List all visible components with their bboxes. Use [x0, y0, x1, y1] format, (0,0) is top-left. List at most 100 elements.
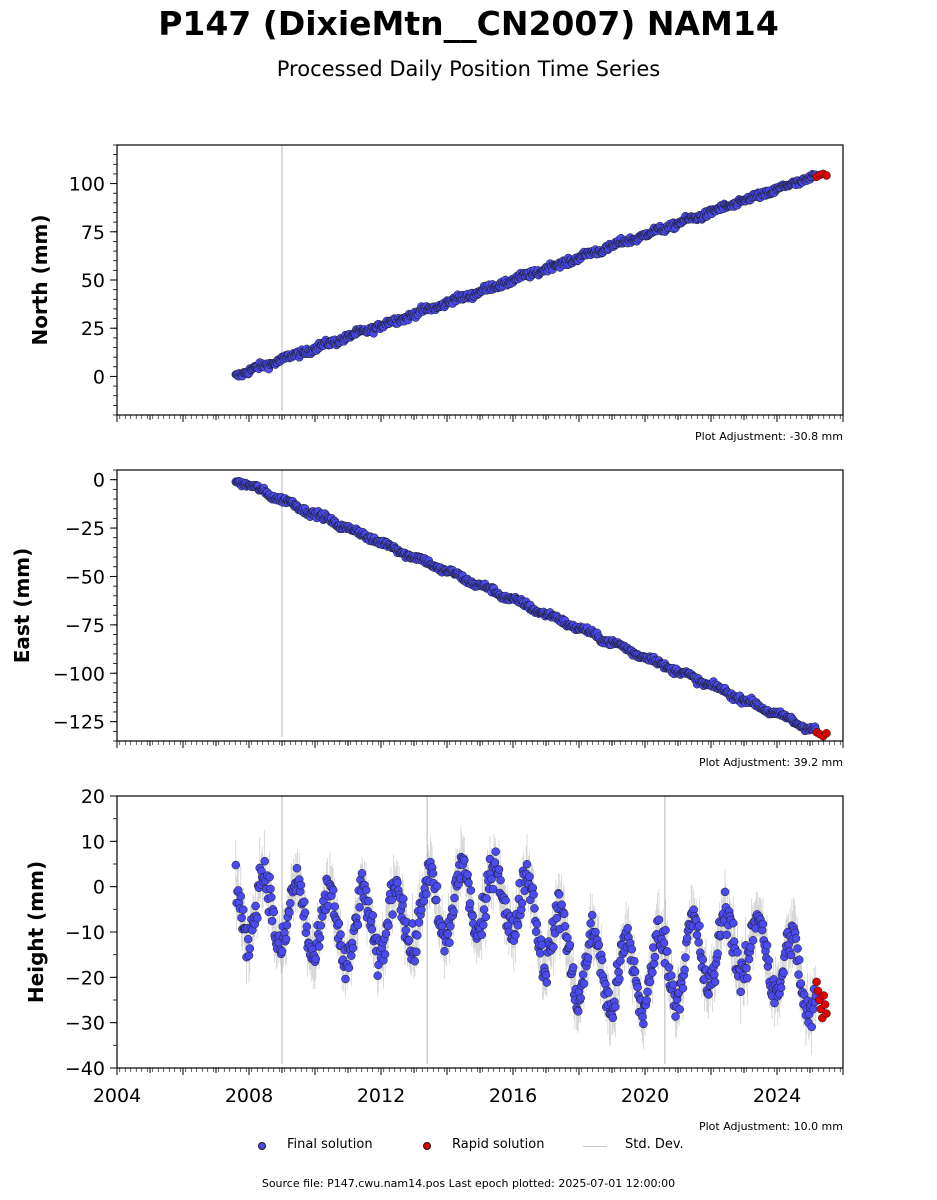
height-final-point — [460, 855, 469, 865]
height-final-point — [302, 922, 312, 931]
height-final-point — [388, 910, 397, 919]
height-final-point — [639, 1019, 648, 1029]
height-final-point — [630, 956, 639, 966]
height-final-point — [576, 993, 585, 1003]
height-final-point — [314, 942, 324, 951]
height-final-point — [496, 875, 505, 885]
height-final-point — [410, 956, 420, 966]
height-final-point — [597, 955, 607, 965]
height-xtick-label: 2004 — [93, 1085, 141, 1107]
height-final-point — [733, 948, 742, 957]
north-rapid-points — [812, 169, 831, 182]
height-final-point — [292, 863, 302, 873]
height-final-point — [373, 971, 382, 980]
height-final-point — [266, 884, 275, 894]
height-final-point — [479, 905, 489, 914]
legend-final-label: Final solution — [287, 1137, 373, 1152]
height-final-point — [704, 990, 713, 999]
height-final-point — [695, 921, 704, 930]
height-final-point — [678, 984, 688, 993]
height-final-point — [698, 955, 708, 964]
height-final-point — [713, 949, 722, 958]
east-panel: 0 −25 −50 −75 −100 −125 East (mm) — [10, 469, 844, 748]
height-final-point — [671, 1012, 680, 1021]
height-final-point — [654, 915, 664, 924]
height-final-point — [367, 925, 377, 934]
height-final-point — [748, 936, 758, 945]
north-rapid-point — [822, 171, 831, 180]
height-ytick-label: 20 — [81, 786, 105, 808]
figure-subtitle: Processed Daily Position Time Series — [276, 57, 661, 81]
height-xtick-label: 2012 — [357, 1085, 405, 1107]
height-final-point — [744, 954, 754, 964]
source-file-note: Source file: P147.cwu.nam14.pos Last epo… — [261, 1177, 676, 1190]
height-ytick-label: 10 — [81, 831, 105, 853]
height-final-point — [681, 953, 690, 962]
height-final-point — [347, 951, 356, 960]
height-final-point — [736, 987, 745, 997]
height-final-point — [541, 970, 551, 980]
height-final-point — [330, 902, 340, 911]
height-final-point — [443, 929, 453, 939]
legend-final: Final solution — [250, 1137, 373, 1152]
height-final-point — [440, 946, 449, 956]
north-ytick-label: 75 — [81, 222, 105, 244]
height-final-point — [542, 978, 552, 987]
height-final-point — [661, 925, 670, 935]
height-final-point — [355, 903, 364, 912]
height-final-point — [231, 860, 241, 870]
height-final-point — [729, 918, 738, 928]
legend-rapid-marker — [423, 1142, 431, 1150]
height-final-point — [494, 865, 504, 874]
height-final-point — [387, 895, 396, 905]
height-final-point — [604, 988, 613, 997]
height-final-point — [381, 929, 391, 938]
height-final-point — [384, 921, 393, 931]
height-final-point — [245, 944, 255, 953]
height-final-point — [334, 919, 344, 928]
height-final-point — [692, 930, 702, 940]
height-rapid-point — [822, 1009, 831, 1018]
height-final-point — [277, 947, 287, 956]
height-ytick-label: −30 — [65, 1013, 105, 1035]
east-ytick-label: 0 — [93, 470, 105, 492]
height-final-point — [608, 1013, 618, 1023]
height-final-point — [615, 974, 624, 984]
height-final-point — [243, 934, 253, 944]
height-ytick-label: −20 — [65, 967, 105, 989]
height-xtick-label: 2008 — [225, 1085, 273, 1107]
legend-stddev-label: Std. Dev. — [625, 1137, 684, 1152]
height-final-point — [659, 938, 669, 948]
height-final-point — [368, 911, 378, 920]
height-final-point — [477, 930, 486, 940]
north-final-points — [231, 169, 821, 381]
height-final-point — [481, 912, 491, 922]
height-final-point — [794, 970, 803, 979]
height-final-point — [638, 1012, 647, 1022]
height-final-point — [380, 950, 390, 959]
height-final-point — [776, 983, 786, 992]
height-final-point — [432, 895, 441, 905]
north-ytick-label: 25 — [81, 318, 105, 340]
north-adjustment-label: Plot Adjustment: -30.8 mm — [695, 430, 843, 443]
height-final-point — [414, 918, 424, 927]
height-final-point — [786, 950, 796, 960]
height-final-point — [487, 874, 496, 884]
height-final-point — [446, 921, 455, 931]
height-final-point — [479, 920, 488, 930]
height-final-point — [348, 943, 358, 953]
east-ylabel: East (mm) — [10, 548, 34, 664]
height-panel: 20 10 0 −10 −20 −30 −40 2004 2008 2012 2016 2020 202… — [24, 786, 844, 1107]
height-final-point — [336, 930, 345, 939]
height-final-point — [353, 920, 363, 930]
height-final-point — [529, 890, 538, 899]
height-rapid-points — [812, 977, 831, 1023]
height-final-point — [710, 977, 720, 987]
height-final-point — [236, 892, 246, 901]
height-final-point — [488, 884, 498, 894]
height-final-point — [237, 913, 246, 923]
east-rapid-points — [812, 728, 831, 741]
height-final-point — [513, 921, 523, 930]
height-final-point — [269, 907, 279, 917]
